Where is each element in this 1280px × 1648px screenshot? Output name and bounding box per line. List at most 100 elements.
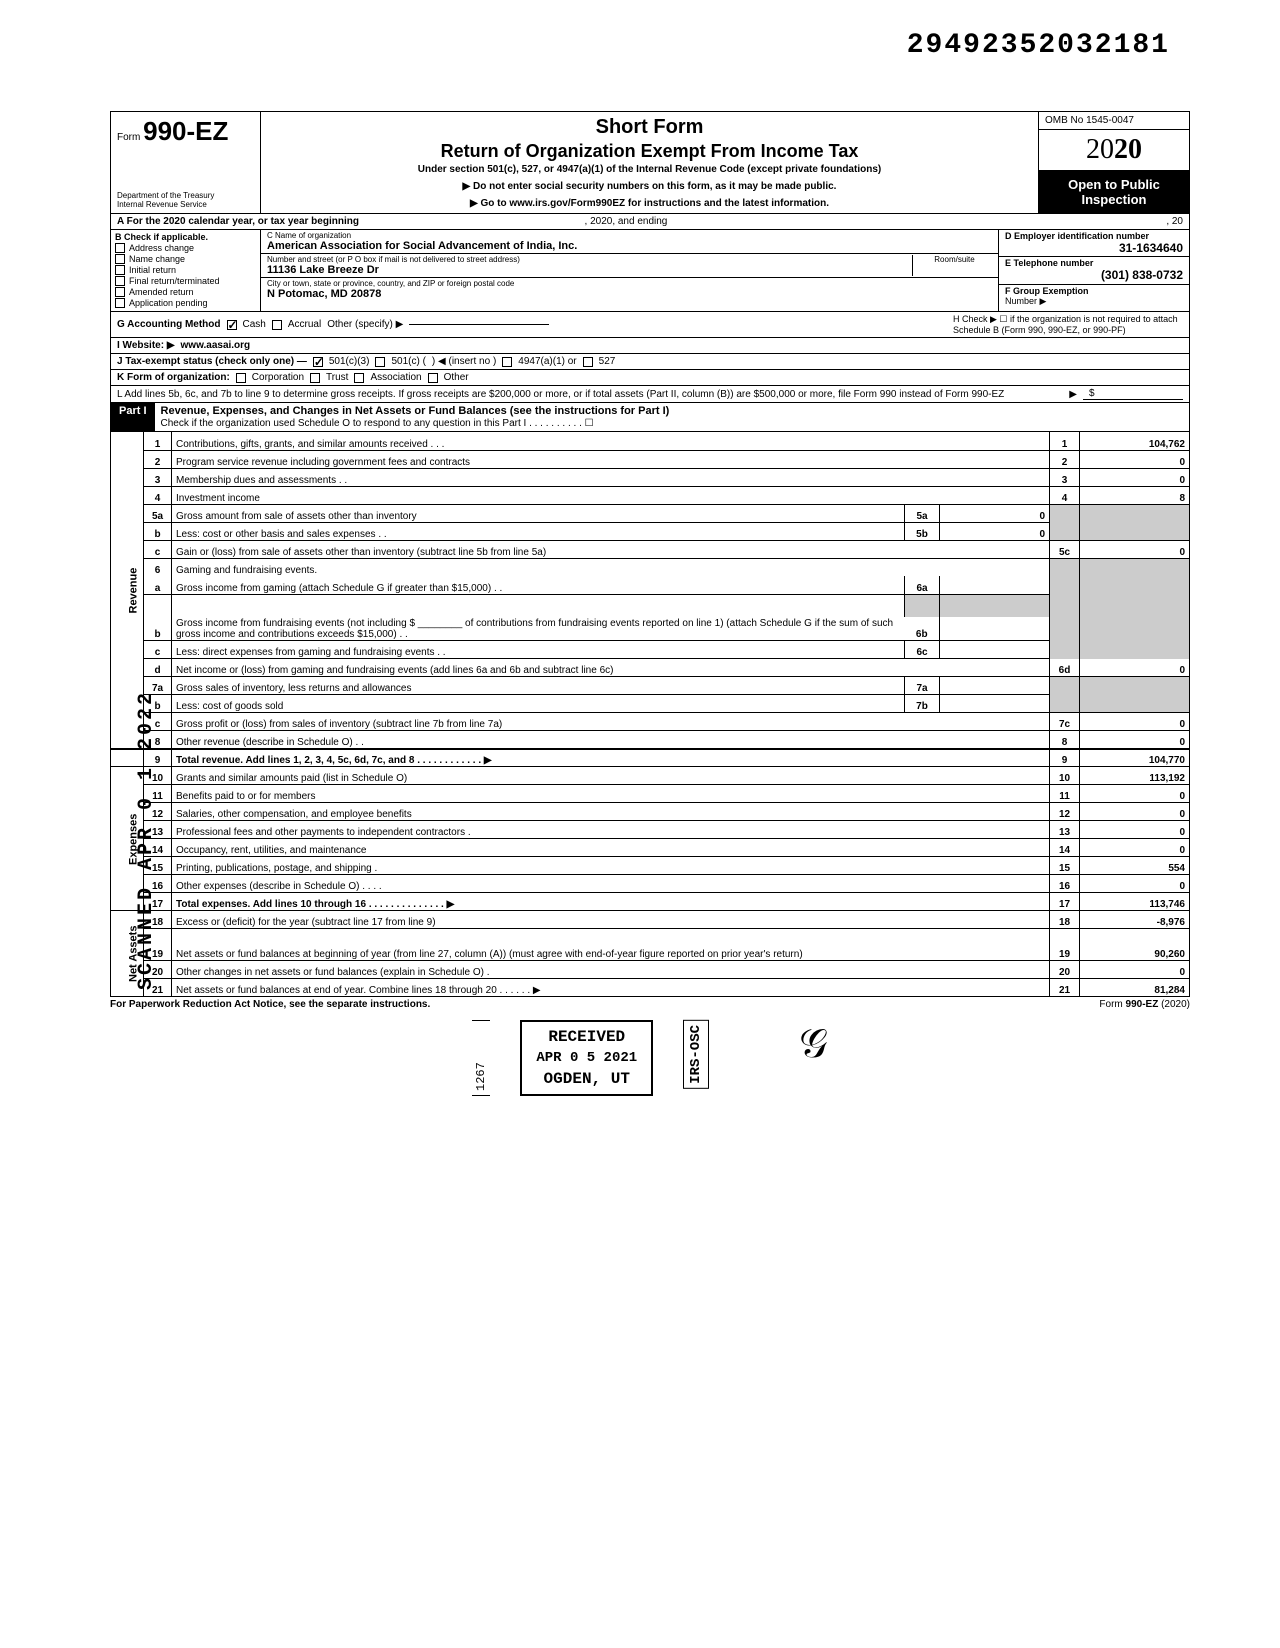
- l10-desc: Grants and similar amounts paid (list in…: [172, 767, 1050, 785]
- chk-corp[interactable]: [236, 373, 246, 383]
- chk-501c[interactable]: [375, 357, 385, 367]
- c-city-val: N Potomac, MD 20878: [267, 288, 992, 300]
- l18-ln: 18: [1050, 911, 1080, 929]
- l9-desc: Total revenue. Add lines 1, 2, 3, 4, 5c,…: [172, 749, 1050, 767]
- l5a-sv: 0: [940, 504, 1050, 522]
- l-arrow: ▶: [1069, 389, 1077, 400]
- chk-address-change[interactable]: [115, 243, 125, 253]
- l4-ln: 4: [1050, 486, 1080, 504]
- l4-amt: 8: [1080, 486, 1190, 504]
- l7ab-shade-amt: [1080, 677, 1190, 713]
- l6c-sv: [940, 640, 1050, 658]
- l7b-sub: 7b: [905, 695, 940, 713]
- form-header: Form 990-EZ Department of the Treasury I…: [110, 111, 1190, 214]
- l9-amt: 104,770: [1080, 749, 1190, 767]
- open-line2: Inspection: [1043, 192, 1185, 207]
- lbl-accrual: Accrual: [288, 319, 321, 330]
- stamp-location: OGDEN, UT: [536, 1070, 637, 1088]
- l2-ln: 2: [1050, 450, 1080, 468]
- j-label: J Tax-exempt status (check only one) —: [117, 356, 307, 367]
- lbl-initial-return: Initial return: [129, 265, 176, 275]
- row-l: L Add lines 5b, 6c, and 7b to line 9 to …: [110, 386, 1190, 403]
- l6a-desc: Gross income from gaming (attach Schedul…: [172, 576, 905, 594]
- l5ab-shade-amt: [1080, 504, 1190, 540]
- col-b: B Check if applicable. Address change Na…: [111, 230, 261, 311]
- chk-final-return[interactable]: [115, 276, 125, 286]
- l21-amt: 81,284: [1080, 979, 1190, 997]
- l6b-sv: [940, 617, 1050, 640]
- l17-ln: 17: [1050, 893, 1080, 911]
- part1-title: Revenue, Expenses, and Changes in Net As…: [161, 405, 670, 417]
- part1-header: Part I Revenue, Expenses, and Changes in…: [110, 403, 1190, 432]
- side-revenue: Revenue: [111, 432, 144, 749]
- chk-initial-return[interactable]: [115, 265, 125, 275]
- l8-amt: 0: [1080, 731, 1190, 749]
- c-city-label: City or town, state or province, country…: [267, 279, 992, 288]
- k-label: K Form of organization:: [117, 372, 230, 383]
- chk-app-pending[interactable]: [115, 298, 125, 308]
- warn-ssn: ▶ Do not enter social security numbers o…: [269, 181, 1030, 192]
- l18-amt: -8,976: [1080, 911, 1190, 929]
- l13-amt: 0: [1080, 821, 1190, 839]
- l15-ln: 15: [1050, 857, 1080, 875]
- l2-amt: 0: [1080, 450, 1190, 468]
- lbl-assoc: Association: [370, 372, 421, 383]
- lbl-cash: Cash: [243, 319, 266, 330]
- lbl-final-return: Final return/terminated: [129, 276, 220, 286]
- tax-year: 2020: [1039, 130, 1189, 171]
- scan-number: 29492352032181: [110, 30, 1170, 61]
- c-room-label: Room/suite: [912, 255, 992, 276]
- chk-name-change[interactable]: [115, 254, 125, 264]
- row-a-label: A For the 2020 calendar year, or tax yea…: [117, 216, 359, 227]
- l12-desc: Salaries, other compensation, and employ…: [172, 803, 1050, 821]
- open-inspection: Open to Public Inspection: [1039, 171, 1189, 213]
- open-line1: Open to Public: [1043, 177, 1185, 192]
- l19-amt: 90,260: [1080, 929, 1190, 961]
- l17-desc: Total expenses. Add lines 10 through 16 …: [172, 893, 1050, 911]
- row-a-mid: , 2020, and ending: [585, 216, 668, 227]
- row-i: I Website: ▶ www.aasai.org: [110, 338, 1190, 354]
- l6b-sub: 6b: [905, 617, 940, 640]
- l6-shade-amt: [1080, 558, 1190, 659]
- row-k: K Form of organization: Corporation Trus…: [110, 370, 1190, 386]
- l17-amt: 113,746: [1080, 893, 1190, 911]
- lbl-trust: Trust: [326, 372, 348, 383]
- l6-num: 6: [144, 558, 172, 576]
- chk-cash[interactable]: [227, 320, 237, 330]
- dept-irs: Internal Revenue Service: [117, 200, 254, 209]
- row-j: J Tax-exempt status (check only one) — 5…: [110, 354, 1190, 370]
- l20-amt: 0: [1080, 961, 1190, 979]
- c-name-val: American Association for Social Advancem…: [267, 240, 992, 252]
- lbl-4947: 4947(a)(1) or: [518, 356, 576, 367]
- l2-num: 2: [144, 450, 172, 468]
- chk-trust[interactable]: [310, 373, 320, 383]
- l6b-sub-shade: [905, 594, 940, 617]
- c-addr-label: Number and street (or P O box if mail is…: [267, 255, 912, 264]
- chk-amended-return[interactable]: [115, 287, 125, 297]
- l18-desc: Excess or (deficit) for the year (subtra…: [172, 911, 1050, 929]
- l6d-amt: 0: [1080, 659, 1190, 677]
- d-val: 31-1634640: [1005, 241, 1183, 255]
- side-rev-end: [111, 749, 144, 767]
- initial-mark: 𝒢: [799, 1020, 827, 1067]
- form-title: Short Form: [269, 116, 1030, 139]
- g-label: G Accounting Method: [117, 319, 221, 330]
- stamp-irs-osc: IRS-OSC: [683, 1020, 709, 1089]
- chk-other-org[interactable]: [428, 373, 438, 383]
- chk-accrual[interactable]: [272, 320, 282, 330]
- chk-assoc[interactable]: [354, 373, 364, 383]
- l7c-desc: Gross profit or (loss) from sales of inv…: [172, 713, 1050, 731]
- l12-ln: 12: [1050, 803, 1080, 821]
- chk-501c3[interactable]: [313, 357, 323, 367]
- stamps: 1267 RECEIVED APR 0 5 2021 OGDEN, UT IRS…: [110, 1020, 1190, 1096]
- chk-527[interactable]: [583, 357, 593, 367]
- chk-4947[interactable]: [502, 357, 512, 367]
- c-addr-val: 11136 Lake Breeze Dr: [267, 264, 912, 276]
- lbl-527: 527: [599, 356, 616, 367]
- l10-amt: 113,192: [1080, 767, 1190, 785]
- l21-ln: 21: [1050, 979, 1080, 997]
- l4-num: 4: [144, 486, 172, 504]
- form-subtitle: Return of Organization Exempt From Incom…: [269, 141, 1030, 162]
- lbl-address-change: Address change: [129, 243, 194, 253]
- l19-ln: 19: [1050, 929, 1080, 961]
